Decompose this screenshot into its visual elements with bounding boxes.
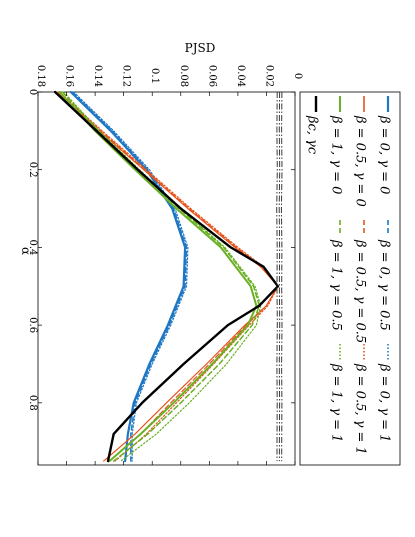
reference-band-layer	[276, 91, 283, 462]
series-line	[63, 91, 262, 462]
y-tick-label: 0.02	[263, 65, 274, 87]
reference-band-line	[278, 91, 281, 462]
y-tick-label: 0.14	[92, 65, 103, 87]
legend: β = 0, γ = 0 β = 0, γ = 0.5 β = 0, γ = 1 β …	[299, 91, 401, 466]
x-tick-label: 0	[27, 89, 38, 95]
x-tick-label: 0.8	[27, 395, 38, 411]
y-tick-label: 0.12	[121, 65, 132, 87]
ticks: 0 0.02 0.04 0.06 0.08 0.1 0.12 0.14 0.16 0.18 0 0.2…	[27, 65, 303, 465]
x-tick-label: 0.6	[27, 317, 38, 333]
series-line	[61, 91, 261, 462]
y-tick-label: 0.1	[149, 68, 160, 84]
legend-label: β = 1, γ = 0	[329, 115, 344, 194]
legend-label: βc, γc	[305, 115, 320, 155]
reference-band-line	[276, 91, 278, 462]
series-line	[58, 91, 279, 462]
y-tick-label: 0.08	[178, 65, 189, 87]
legend-label: β = 0.5, γ = 0	[353, 115, 368, 207]
x-axis-title: α	[19, 247, 33, 255]
y-tick-label: 0.06	[206, 65, 217, 87]
legend-label: β = 0, γ = 1	[377, 363, 392, 442]
plot-frame	[37, 91, 296, 466]
legend-label: β = 0, γ = 0.5	[377, 239, 392, 331]
y-tick-label: 0.04	[235, 65, 246, 87]
legend-label: β = 0.5, γ = 0.5	[353, 239, 368, 343]
y-axis-title: PJSD	[185, 41, 216, 55]
reference-band-line	[280, 91, 283, 462]
series-line	[57, 91, 279, 462]
x-tick-label: 0.4	[27, 239, 38, 255]
x-tick-label: 0.2	[27, 162, 38, 178]
legend-box	[299, 91, 401, 466]
series-line	[58, 91, 258, 463]
legend-label: β = 0, γ = 0	[377, 115, 392, 194]
legend-label: β = 1, γ = 1	[329, 363, 344, 442]
y-tick-label: 0.16	[64, 65, 75, 87]
series-layer	[53, 90, 280, 463]
series-line	[53, 90, 280, 463]
axes	[37, 91, 296, 466]
y-tick-label: 0.18	[35, 65, 46, 87]
series-line	[73, 91, 189, 462]
y-tick-label: 0	[292, 73, 303, 79]
legend-label: β = 1, γ = 0.5	[329, 239, 344, 331]
legend-label: β = 0.5, γ = 1	[353, 363, 368, 455]
